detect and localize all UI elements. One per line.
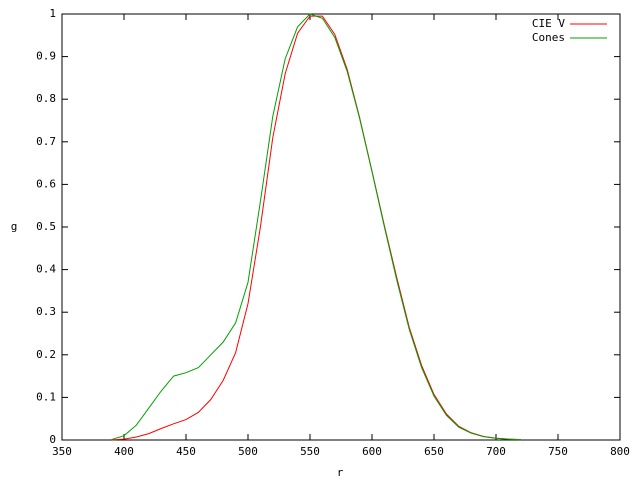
y-tick-label: 0.7 <box>36 135 56 148</box>
y-tick-label: 0.2 <box>36 348 56 361</box>
y-axis-label: g <box>11 220 18 233</box>
x-tick-label: 800 <box>610 445 630 458</box>
y-tick-label: 0.4 <box>36 263 56 276</box>
x-tick-label: 650 <box>424 445 444 458</box>
x-tick-label: 500 <box>238 445 258 458</box>
x-tick-label: 450 <box>176 445 196 458</box>
x-tick-label: 550 <box>300 445 320 458</box>
y-tick-label: 0.3 <box>36 305 56 318</box>
y-tick-label: 0.1 <box>36 390 56 403</box>
x-tick-label: 400 <box>114 445 134 458</box>
x-tick-label: 750 <box>548 445 568 458</box>
y-tick-label: 0 <box>49 433 56 446</box>
y-tick-label: 0.8 <box>36 92 56 105</box>
x-tick-label: 600 <box>362 445 382 458</box>
y-tick-label: 0.5 <box>36 220 56 233</box>
x-tick-label: 350 <box>52 445 72 458</box>
legend-label: CIE V <box>532 17 565 30</box>
line-series <box>111 13 521 441</box>
x-axis-label: r <box>337 466 344 479</box>
y-tick-label: 0.6 <box>36 177 56 190</box>
y-tick-label: 0.9 <box>36 50 56 63</box>
legend-label: Cones <box>532 31 565 44</box>
y-tick-label: 1 <box>49 7 56 20</box>
x-tick-label: 700 <box>486 445 506 458</box>
